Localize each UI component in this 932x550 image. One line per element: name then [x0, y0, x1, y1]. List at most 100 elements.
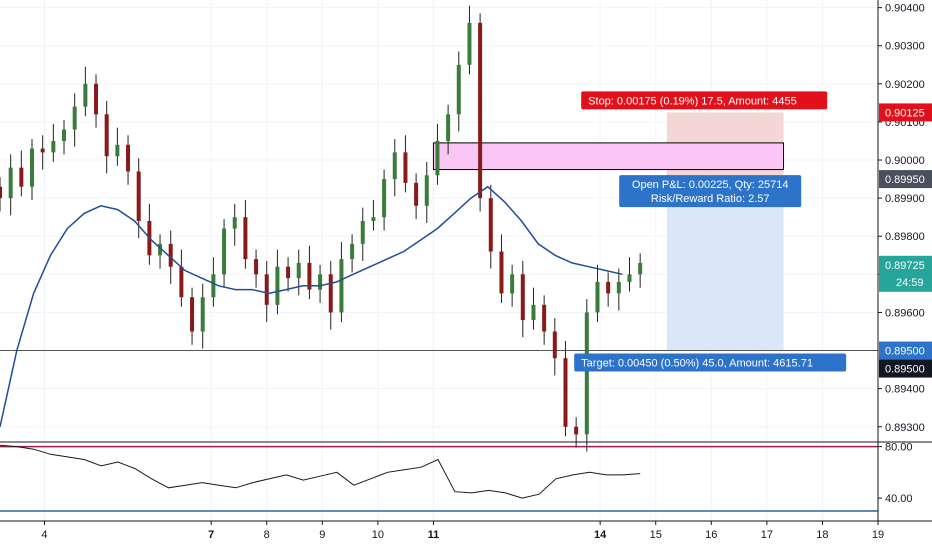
candle-body [371, 217, 376, 221]
rsi-line [0, 444, 641, 499]
candle-body [435, 140, 440, 176]
time-tick-label: 8 [264, 529, 270, 541]
time-tick-label: 16 [705, 529, 717, 541]
time-tick-label: 11 [428, 529, 440, 541]
risk-reward-text: Risk/Reward Ratio: 2.57 [651, 193, 770, 205]
candle-body [328, 274, 333, 313]
candle-body [40, 148, 45, 153]
stop-price-value: 0.90125 [885, 107, 925, 119]
price-tick-label: 0.90400 [885, 3, 925, 15]
time-tick-label: 10 [372, 529, 384, 541]
candle-body [574, 426, 579, 435]
candle-body [552, 331, 557, 359]
price-tick-label: 0.89400 [885, 384, 925, 396]
candle-body [616, 281, 621, 294]
time-tick-label: 19 [872, 529, 884, 541]
candle-body [424, 175, 429, 206]
candle-body [30, 148, 35, 187]
candle-body [104, 114, 109, 157]
candle-body [467, 22, 472, 65]
support-price-badge: 0.89500 [879, 359, 932, 378]
candle-body [403, 152, 408, 183]
target-price-value: 0.89500 [885, 346, 925, 358]
candle-body [339, 259, 344, 313]
candle-body [638, 262, 643, 275]
candle-body [542, 304, 547, 332]
time-tick-label: 7 [208, 529, 214, 541]
candle-body [62, 129, 67, 141]
candle-body [19, 167, 24, 187]
candle-body [243, 217, 248, 260]
time-tick-label: 15 [650, 529, 662, 541]
candle-body [264, 274, 269, 305]
candle-body [595, 281, 600, 313]
candle-body [510, 274, 515, 294]
candle-body [0, 186, 2, 199]
candle-body [456, 64, 461, 115]
time-tick-label: 18 [816, 529, 828, 541]
rsi-tick-label: 40.00 [885, 493, 913, 505]
candle-body [83, 83, 88, 107]
candle-body [318, 274, 323, 290]
time-tick-label: 4 [41, 529, 47, 541]
candle-body [72, 106, 77, 130]
candle-body [232, 217, 237, 229]
price-tick-label: 0.89600 [885, 307, 925, 319]
stop-label[interactable]: Stop: 0.00175 (0.19%) 17.5, Amount: 4455 [581, 91, 828, 110]
candle-body [382, 179, 387, 218]
candle-body [200, 297, 205, 332]
entry-price-badge: 0.89950 [879, 170, 932, 189]
candle-body [446, 114, 451, 141]
pnl-label-text: Open P&L: 0.00225, Qty: 25714 [632, 179, 789, 191]
price-tick-label: 0.90200 [885, 79, 925, 91]
target-label-text: Target: 0.00450 (0.50%) 45.0, Amount: 46… [581, 358, 813, 370]
candle-body [275, 266, 280, 305]
moving-average-line [0, 185, 623, 427]
rsi-pane [0, 444, 878, 512]
position-zones[interactable] [432, 112, 785, 351]
candle-body [478, 22, 483, 199]
candle-body [392, 152, 397, 180]
candle-body [190, 297, 195, 332]
candle-body [499, 251, 504, 294]
candle-body [8, 167, 13, 199]
candle-body [350, 243, 355, 260]
supply-zone-rectangle[interactable] [432, 142, 785, 171]
price-tick-label: 0.89900 [885, 193, 925, 205]
candle-body [286, 266, 291, 279]
candle-body [168, 243, 173, 267]
candle-body [254, 259, 259, 275]
candle-body [584, 312, 589, 435]
current-price-badge: 0.89725 24:59 [879, 255, 932, 292]
time-tick-label: 9 [319, 529, 325, 541]
candle-body [520, 274, 525, 321]
candle-body [531, 304, 536, 321]
rsi-tick-label: 80.00 [885, 442, 913, 454]
current-price-value: 0.89725 [885, 260, 925, 272]
target-price-badge: 0.89500 [879, 341, 932, 360]
candle-body [158, 243, 163, 256]
candle-body [360, 221, 365, 244]
price-tick-label: 0.90000 [885, 155, 925, 167]
candle-body [136, 171, 141, 221]
candle-body [222, 228, 227, 275]
price-tick-label: 0.90300 [885, 41, 925, 53]
pnl-label[interactable]: Open P&L: 0.00225, Qty: 25714 Risk/Rewar… [619, 175, 802, 208]
stop-label-text: Stop: 0.00175 (0.19%) 17.5, Amount: 4455 [588, 95, 797, 107]
stop-price-badge: 0.90125 [879, 103, 932, 122]
entry-price-value: 0.89950 [885, 174, 925, 186]
candle-body [296, 262, 301, 279]
candle-body [179, 266, 184, 298]
candlesticks [0, 5, 643, 452]
candle-body [488, 198, 493, 252]
bar-countdown: 24:59 [896, 277, 924, 289]
candle-body [414, 182, 419, 206]
take-profit-zone[interactable] [666, 179, 784, 351]
axes [0, 0, 932, 522]
candle-body [307, 262, 312, 290]
candle-body [563, 358, 568, 427]
candle-body [115, 144, 120, 157]
target-label[interactable]: Target: 0.00450 (0.50%) 45.0, Amount: 46… [574, 353, 847, 372]
candle-body [51, 140, 56, 153]
